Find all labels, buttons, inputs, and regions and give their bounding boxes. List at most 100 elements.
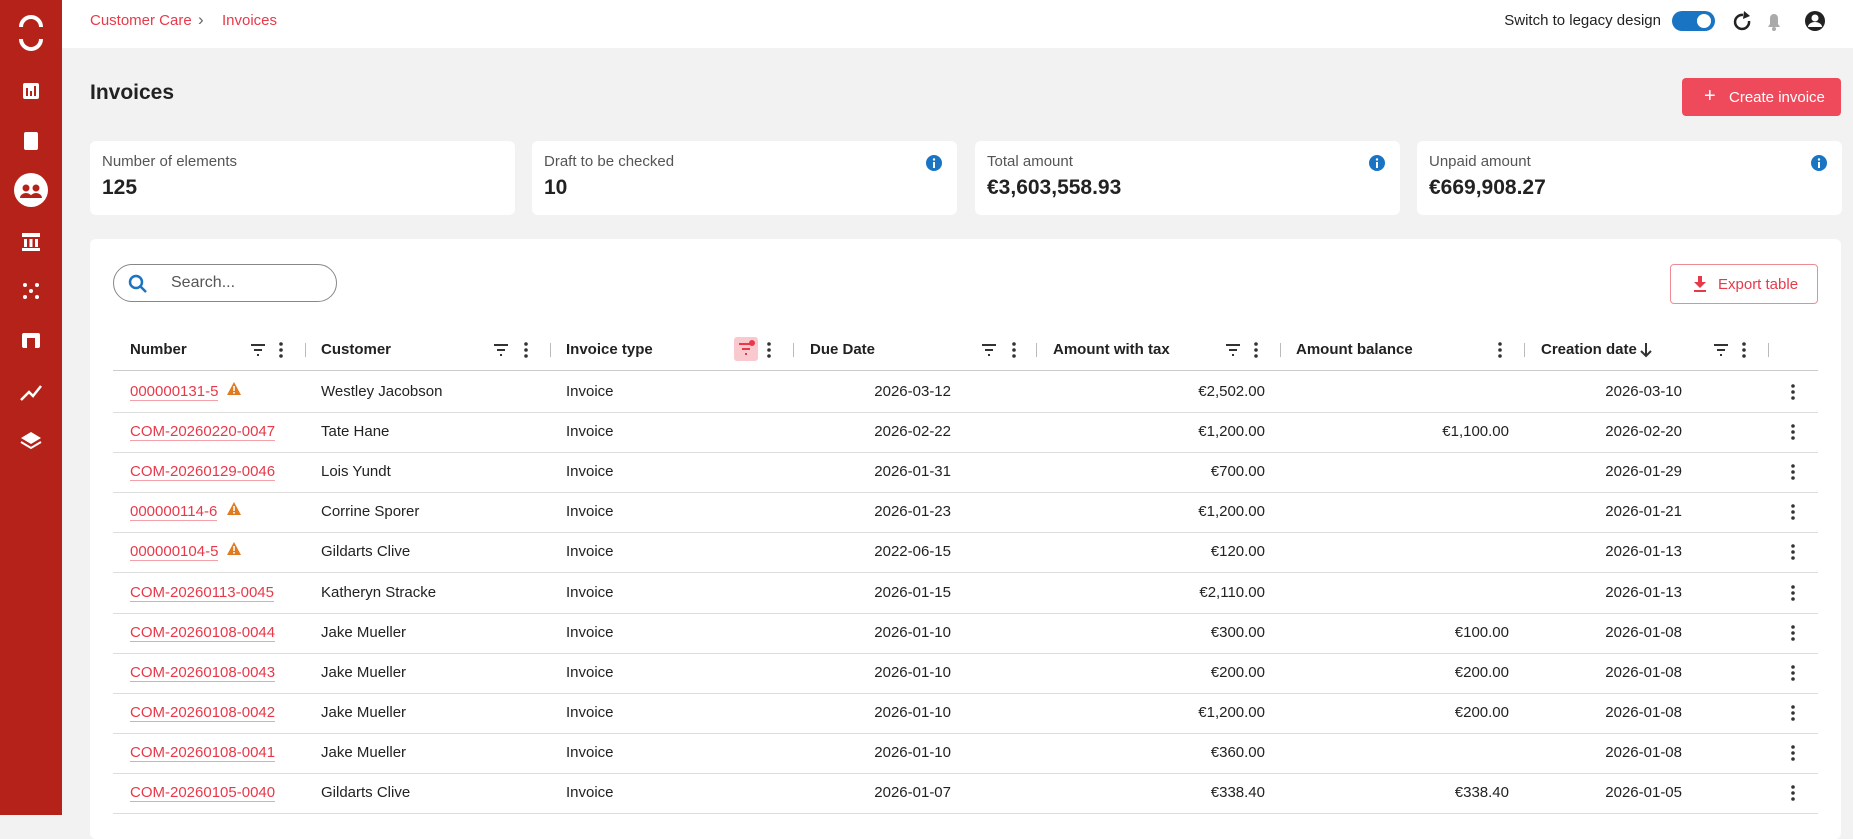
row-menu-icon-svg [1791,464,1795,480]
row-menu-icon-svg [1791,785,1795,801]
table-cell: 2026-01-15 [874,583,951,601]
column-menu-icon[interactable] [1005,341,1023,364]
column-menu-icon[interactable] [1735,341,1753,364]
table-cell: €1,200.00 [1198,503,1265,521]
invoice-link[interactable]: 000000104-5 [130,543,219,562]
create-invoice-button[interactable]: + Create invoice [1682,78,1841,116]
invoice-link[interactable]: COM-20260108-0042 [130,703,276,722]
table-cell: 2026-03-12 [874,383,951,400]
sort-icon-svg [1640,343,1652,358]
row-menu-icon[interactable] [1784,543,1802,566]
table-cell: Invoice [566,583,614,601]
table-cell: Jake Mueller [321,663,407,681]
info-icon[interactable] [1810,154,1828,177]
table-cell: €300.00 [1210,623,1265,641]
table-cell: 2026-01-23 [874,503,951,521]
invoice-link[interactable]: 000000114-6 [130,503,218,522]
table-cell: 2026-01-05 [1605,784,1682,801]
column-menu-icon[interactable] [1247,341,1265,364]
table-cell: €1,200.00 [1198,703,1265,721]
table-cell: 2026-01-13 [1605,543,1682,561]
table-cell: Jake Mueller [321,703,407,721]
active-filter-icon[interactable] [734,337,758,361]
row-menu-icon[interactable] [1784,664,1802,687]
row-menu-icon-svg [1791,504,1795,521]
table-cell: €360.00 [1210,743,1265,761]
export-button[interactable]: Export table [1670,264,1818,304]
warning-icon [227,542,242,560]
row-menu-icon[interactable] [1784,744,1802,767]
column-menu-icon[interactable] [1712,341,1730,364]
column-header: Creation date [1541,341,1637,358]
info-icon[interactable] [925,154,943,177]
table-cell: Corrine Sporer [321,503,420,521]
row-menu-icon[interactable] [1784,383,1802,406]
invoice-link[interactable]: COM-20260113-0045 [130,583,274,602]
info-icon[interactable] [1368,154,1386,177]
summary-card: Total amount €3,603,558.93 [975,141,1400,215]
invoice-link[interactable]: COM-20260108-0043 [130,663,276,682]
table-cell: Westley Jacobson [321,383,443,400]
table-cell: Invoice [566,503,614,521]
top-bar [62,0,1853,48]
card-label: Number of elements [102,153,238,170]
top-icons[interactable] [1670,8,1840,34]
warning-icon [227,502,242,520]
column-menu-icon[interactable] [492,341,510,364]
search-box[interactable]: Search... [113,264,337,302]
column-separator [550,343,551,357]
table-cell: 2022-06-15 [874,543,951,561]
card-value: 10 [544,176,568,199]
table-cell: Invoice [566,663,614,681]
button-label: Export table [1718,276,1799,293]
table-cell: €200.00 [1210,663,1265,681]
summary-card: Unpaid amount €669,908.27 [1417,141,1842,215]
row-line [113,732,1818,734]
column-header: Number [130,341,187,358]
row-menu-icon[interactable] [1784,584,1802,607]
column-separator [1036,343,1037,357]
column-menu-icon[interactable] [517,341,535,364]
table-cell: €1,100.00 [1442,423,1509,441]
table-cell: €100.00 [1454,623,1509,641]
row-menu-icon-svg [1791,584,1795,601]
table-cell: 2026-01-08 [1605,703,1682,721]
invoice-link[interactable]: COM-20260220-0047 [130,423,276,442]
search-icon [128,274,147,293]
column-separator [305,343,306,357]
table-cell: Invoice [566,623,614,641]
card-label: Total amount [987,153,1073,170]
column-menu-icon[interactable] [1491,341,1509,364]
column-menu-icon[interactable] [249,341,267,364]
row-menu-icon[interactable] [1784,624,1802,647]
row-menu-icon-svg [1791,544,1795,561]
column-menu-icon-svg [524,342,528,358]
invoice-link[interactable]: 000000131-5 [130,383,219,401]
row-menu-icon[interactable] [1784,503,1802,526]
breadcrumb-link[interactable]: Customer Care [90,12,192,29]
table-cell: Gildarts Clive [321,784,411,801]
row-menu-icon[interactable] [1784,463,1802,486]
row-menu-icon-svg [1791,384,1795,400]
row-menu-icon[interactable] [1784,784,1802,807]
invoice-link[interactable]: COM-20260105-0040 [130,784,276,802]
row-menu-icon[interactable] [1784,423,1802,446]
column-menu-icon[interactable] [760,341,778,364]
invoice-link[interactable]: COM-20260108-0044 [130,623,276,642]
column-menu-icon[interactable] [1224,341,1242,364]
table-cell: 2026-01-10 [874,623,951,641]
invoice-link[interactable]: COM-20260129-0046 [130,463,276,482]
column-menu-icon[interactable] [272,341,290,364]
row-menu-icon[interactable] [1784,704,1802,727]
sidebar-icons [14,15,48,450]
download-icon [1694,276,1706,292]
row-line [113,612,1818,614]
invoice-link[interactable]: COM-20260108-0041 [130,743,276,762]
row-line [113,692,1818,694]
column-menu-icon-svg [494,344,508,356]
column-menu-icon[interactable] [980,341,998,364]
column-menu-icon-svg [1012,342,1016,358]
column-menu-icon-svg [1498,342,1502,358]
table-cell: 2026-01-07 [874,784,951,801]
